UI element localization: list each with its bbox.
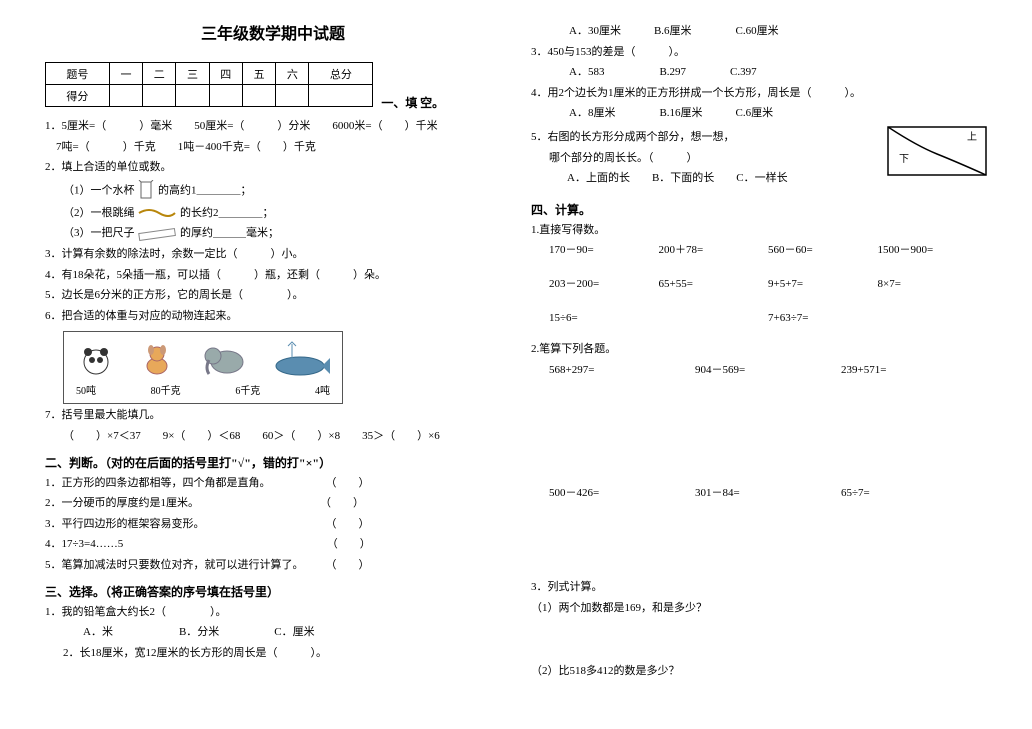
th: 六 (276, 63, 309, 85)
q4-2: 2.笔算下列各题。 (531, 341, 987, 359)
q3-3: 3．450与153的差是（ ）。 (531, 44, 987, 62)
th: 三 (176, 63, 209, 85)
q3-4: 4．用2个边长为1厘米的正方形拼成一个长方形，周长是（ ）。 (531, 85, 987, 103)
calc-c1: 568+297= 904－569= 239+571= (531, 362, 987, 380)
dog-icon (137, 342, 177, 378)
q3-1o: A．米 B．分米 C．厘米 (45, 624, 501, 642)
q4-1: 1.直接写得数。 (531, 222, 987, 240)
score-table: 题号 一 二 三 四 五 六 总分 得分 (45, 62, 373, 107)
q1-1: 1．5厘米=（ ）毫米 50厘米=（ ）分米 6000米=（ ）千米 (45, 118, 501, 136)
q1-2a: （1）一个水杯 的高约1＿＿＿＿； (45, 180, 501, 202)
q1-2b: （2）一根跳绳 的长约2＿＿＿＿； (45, 205, 501, 223)
q1-3: 3．计算有余数的除法时，余数一定比（ ）小。 (45, 246, 501, 264)
q3-2: 2．长18厘米，宽12厘米的长方形的周长是（ ）。 (45, 645, 501, 663)
right-column: A．30厘米 B.6厘米 C.60厘米 3．450与153的差是（ ）。 A．5… (516, 20, 1002, 709)
calc-r3: 15÷6= 7+63÷7= (531, 310, 987, 328)
panda-icon (76, 342, 116, 378)
cup-icon (137, 180, 155, 202)
th: 五 (242, 63, 275, 85)
q1-2c: （3）一把尺子 的厚约＿＿＿毫米； (45, 225, 501, 243)
q3-3o: A．583 B.297 C.397 (531, 64, 987, 82)
rope-icon (137, 205, 177, 221)
split-rect-icon: 上 下 (887, 126, 987, 176)
q1-5: 5．边长是6分米的正方形，它的周长是（ ）。 (45, 287, 501, 305)
whale-icon (270, 338, 330, 378)
th: 一 (109, 63, 142, 85)
q3-4o: A．8厘米 B.16厘米 C.6厘米 (531, 105, 987, 123)
q2-3: 3．平行四边形的框架容易变形。 （ ） (45, 516, 501, 534)
section-2-head: 二、判断。（对的在后面的括号里打"√"，错的打"×"） (45, 454, 501, 471)
q2-4: 4．17÷3=4……5 （ ） (45, 536, 501, 554)
animals-box: 50吨 80千克 6千克 4吨 (63, 331, 343, 404)
th: 二 (143, 63, 176, 85)
th: 题号 (46, 63, 110, 85)
label-top: 上 (967, 131, 977, 143)
section-3-head: 三、选择。（将正确答案的序号填在括号里） (45, 583, 501, 600)
ruler-icon (137, 227, 177, 241)
q2-5: 5．笔算加减法时只要数位对齐，就可以进行计算了。 （ ） (45, 557, 501, 575)
row-label: 得分 (46, 85, 110, 107)
q3-2o: A．30厘米 B.6厘米 C.60厘米 (531, 23, 987, 41)
label-bottom: 下 (899, 154, 909, 165)
calc-r2: 203－200= 65+55= 9+5+7= 8×7= (531, 276, 987, 294)
th: 四 (209, 63, 242, 85)
q2-1: 1．正方形的四条边都相等，四个角都是直角。 （ ） (45, 475, 501, 493)
q4-3a: （1）两个加数都是169，和是多少？ (531, 600, 987, 618)
section-1-head: 一、填 (381, 94, 417, 111)
calc-r1: 170－90= 200＋78= 560－60= 1500－900= (531, 242, 987, 260)
calc-c2: 500－426= 301－84= 65÷7= (531, 485, 987, 503)
q1-1b: 7吨=（ ）千克 1吨－400千克=（ ）千克 (45, 139, 501, 157)
q4-3b: （2）比518多412的数是多少？ (531, 663, 987, 681)
q2-2: 2．一分硬币的厚度约是1厘米。 （ ） (45, 495, 501, 513)
section-4-head: 四、计算。 (531, 201, 987, 218)
q3-1: 1．我的铅笔盒大约长2（ ）。 (45, 604, 501, 622)
q4-3: 3．列式计算。 (531, 579, 987, 597)
q1-7b: （ ）×7＜37 9×（ ）＜68 60＞（ ）×8 35＞（ ）×6 (45, 428, 501, 446)
q1-2: 2．填上合适的单位或数。 (45, 159, 501, 177)
page-title: 三年级数学期中试题 (45, 20, 501, 44)
section-1-head2: 空。 (420, 94, 444, 111)
q1-6: 6．把合适的体重与对应的动物连起来。 (45, 308, 501, 326)
th: 总分 (309, 63, 373, 85)
elephant-icon (199, 338, 249, 378)
q1-7: 7．括号里最大能填几。 (45, 407, 501, 425)
q1-4: 4．有18朵花，5朵插一瓶，可以插（ ）瓶，还剩（ ）朵。 (45, 267, 501, 285)
left-column: 三年级数学期中试题 题号 一 二 三 四 五 六 总分 得分 一、填 空。 1． (30, 20, 516, 709)
